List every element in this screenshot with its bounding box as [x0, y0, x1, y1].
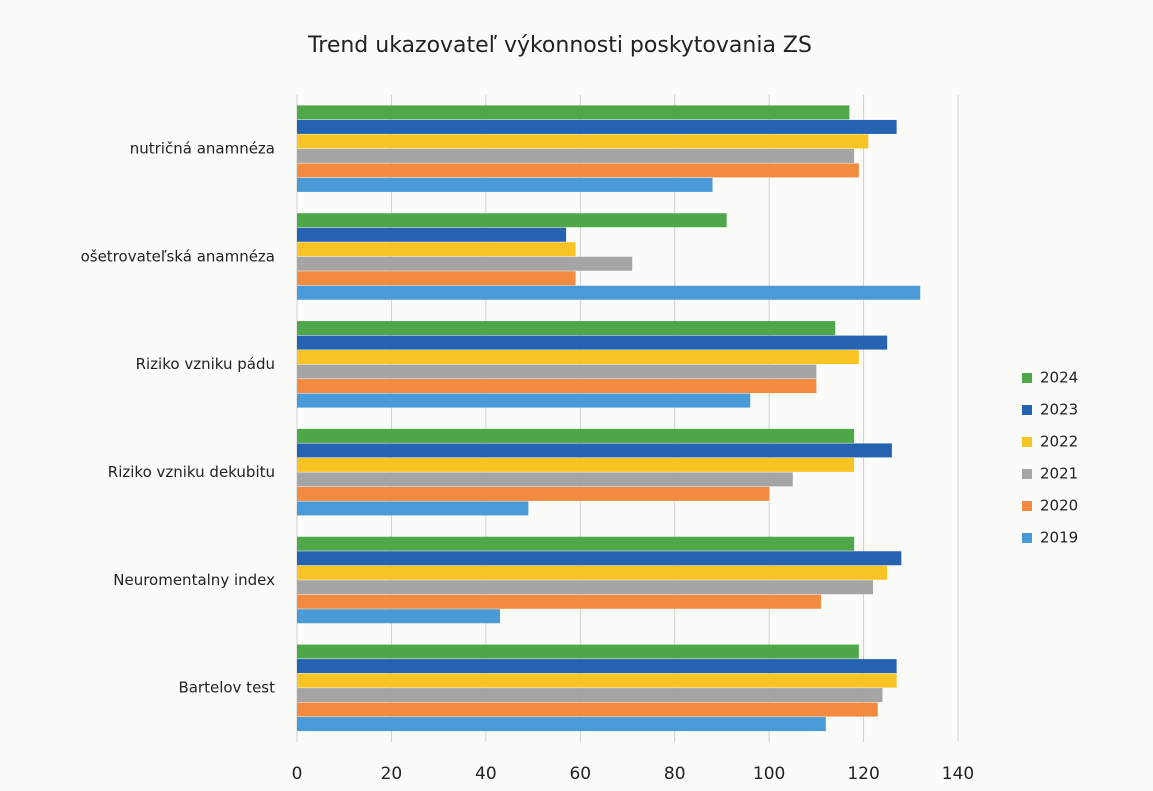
x-tick-label: 100 [753, 764, 785, 784]
x-tick-label: 20 [381, 764, 403, 784]
legend-label: 2024 [1040, 369, 1078, 387]
y-tick-label: ošetrovateľská anamnéza [81, 247, 275, 265]
y-tick-label: Riziko vzniku pádu [136, 355, 275, 373]
bar [297, 379, 817, 394]
legend-label: 2023 [1040, 401, 1078, 419]
x-tick-label: 40 [475, 764, 497, 784]
legend-swatch [1022, 405, 1032, 415]
bar [297, 393, 751, 408]
x-tick-label: 140 [942, 764, 974, 784]
bar [297, 227, 567, 242]
bar [297, 256, 633, 271]
bar [297, 105, 850, 120]
bar [297, 659, 897, 674]
bar [297, 609, 501, 624]
bar [297, 536, 855, 551]
bar [297, 134, 869, 149]
bar [297, 443, 892, 458]
y-tick-label: Neuromentalny index [113, 571, 275, 589]
y-tick-label: Bartelov test [178, 679, 275, 697]
legend-swatch [1022, 373, 1032, 383]
bar [297, 594, 822, 609]
bar [297, 644, 859, 659]
bar [297, 457, 855, 472]
bar [297, 271, 576, 286]
bar [297, 350, 859, 365]
bar [297, 177, 713, 192]
legend-swatch [1022, 437, 1032, 447]
bar [297, 119, 897, 134]
legend-swatch [1022, 533, 1032, 543]
bar [297, 242, 576, 257]
bar [297, 702, 878, 717]
bar [297, 335, 888, 350]
legend-label: 2021 [1040, 465, 1078, 483]
bar [297, 163, 859, 178]
y-tick-label: nutričná anamnéza [130, 139, 275, 157]
bar [297, 501, 529, 516]
y-tick-label: Riziko vzniku dekubitu [108, 463, 275, 481]
bar [297, 580, 874, 595]
legend-label: 2022 [1040, 433, 1078, 451]
bar [297, 688, 883, 703]
x-tick-label: 60 [569, 764, 591, 784]
bar [297, 148, 855, 163]
bar [297, 285, 921, 300]
bar [297, 551, 902, 566]
bar [297, 565, 888, 580]
bar [297, 673, 897, 688]
legend-swatch [1022, 501, 1032, 511]
bar [297, 428, 855, 443]
legend-swatch [1022, 469, 1032, 479]
bar [297, 321, 836, 336]
bar [297, 364, 817, 379]
legend-label: 2019 [1040, 529, 1078, 547]
bar [297, 472, 793, 487]
bar [297, 213, 727, 228]
chart-title: Trend ukazovateľ výkonnosti poskytovania… [307, 33, 812, 58]
x-tick-label: 80 [664, 764, 686, 784]
x-tick-label: 120 [847, 764, 879, 784]
x-tick-label: 0 [292, 764, 303, 784]
bar [297, 486, 770, 501]
legend-label: 2020 [1040, 497, 1078, 515]
bar [297, 717, 826, 732]
